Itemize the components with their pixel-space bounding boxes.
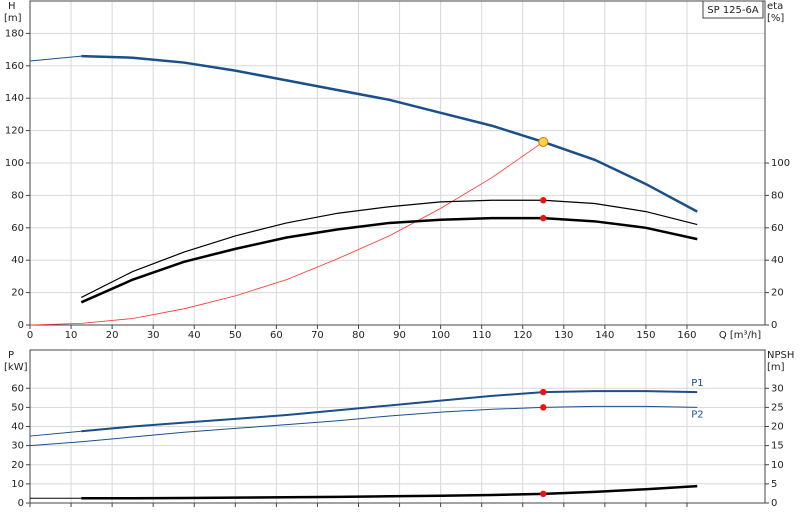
- y-axis-label: P: [8, 350, 14, 361]
- y2-axis-label: eta: [767, 1, 783, 12]
- data-line: [81, 199, 698, 298]
- duty-point: [540, 490, 547, 498]
- data-line: [29, 405, 698, 447]
- y-tick-label: 140: [5, 93, 24, 104]
- y2-axis-label: NPSH: [767, 350, 794, 361]
- y2-tick-label: 40: [771, 255, 784, 266]
- y-tick-label: 20: [11, 460, 24, 471]
- y2-axis-unit: [%]: [767, 13, 784, 24]
- data-line: [29, 55, 82, 62]
- y2-tick-label: 25: [771, 402, 784, 413]
- y-tick-label: 0: [18, 498, 24, 509]
- y2-tick-label: 20: [771, 288, 784, 299]
- y-tick-label: 160: [5, 61, 24, 72]
- y-axis-unit: [m]: [4, 13, 22, 24]
- y-tick-label: 60: [11, 383, 24, 394]
- x-tick-label: 20: [106, 330, 119, 341]
- y-tick-label: 0: [18, 320, 24, 331]
- x-axis-label: Q [m³/h]: [719, 330, 761, 341]
- data-line: [29, 430, 82, 437]
- x-tick-label: 60: [270, 330, 283, 341]
- y2-tick-label: 20: [771, 422, 784, 433]
- y-tick-label: 40: [11, 422, 24, 433]
- data-line: [29, 141, 544, 326]
- y-tick-label: 30: [11, 441, 24, 452]
- x-tick-label: 110: [472, 330, 491, 341]
- duty-point: [538, 136, 549, 147]
- y-tick-label: 100: [5, 158, 24, 169]
- x-tick-label: 120: [513, 330, 532, 341]
- y2-tick-label: 100: [771, 158, 790, 169]
- plot-frame: [29, 349, 766, 504]
- y-tick-label: 50: [11, 402, 24, 413]
- x-tick-label: 40: [188, 330, 201, 341]
- x-tick-label: 30: [147, 330, 160, 341]
- x-tick-label: 70: [311, 330, 324, 341]
- y2-tick-label: 80: [771, 190, 784, 201]
- duty-point: [540, 197, 547, 204]
- x-tick-label: 80: [352, 330, 365, 341]
- y2-tick-label: 10: [771, 460, 784, 471]
- x-tick-label: 160: [677, 330, 696, 341]
- x-tick-label: 10: [65, 330, 78, 341]
- plot-frame: [29, 0, 766, 326]
- x-tick-label: 100: [431, 330, 450, 341]
- y-tick-label: 120: [5, 126, 24, 137]
- duty-point: [540, 404, 547, 411]
- series-label: P1: [691, 378, 703, 389]
- y2-tick-label: 15: [771, 441, 784, 452]
- y2-tick-label: 30: [771, 383, 784, 394]
- y2-tick-label: 0: [771, 320, 777, 331]
- title-box: [702, 0, 764, 19]
- duty-point: [540, 388, 547, 396]
- data-line: [81, 484, 698, 500]
- x-tick-label: 130: [554, 330, 573, 341]
- data-line: [80, 216, 698, 304]
- y-tick-label: 60: [11, 223, 24, 234]
- y-tick-label: 180: [5, 28, 24, 39]
- x-tick-label: 0: [27, 330, 33, 341]
- series-label: P2: [691, 409, 703, 420]
- duty-point: [540, 214, 547, 222]
- data-line: [81, 390, 698, 433]
- y2-tick-label: 0: [771, 498, 777, 509]
- y-tick-label: 20: [11, 288, 24, 299]
- y-axis-label: H: [8, 1, 16, 12]
- y-tick-label: 10: [11, 479, 24, 490]
- x-tick-label: 150: [636, 330, 655, 341]
- x-tick-label: 50: [229, 330, 242, 341]
- y2-tick-label: 5: [771, 479, 777, 490]
- y-tick-label: 40: [11, 255, 24, 266]
- y2-tick-label: 60: [771, 223, 784, 234]
- chart-title: SP 125-6A: [707, 5, 759, 16]
- y2-axis-unit: [m]: [767, 362, 785, 373]
- x-tick-label: 140: [595, 330, 614, 341]
- data-line: [81, 54, 698, 213]
- x-tick-label: 90: [393, 330, 406, 341]
- y-tick-label: 80: [11, 190, 24, 201]
- y-axis-unit: [kW]: [4, 362, 28, 373]
